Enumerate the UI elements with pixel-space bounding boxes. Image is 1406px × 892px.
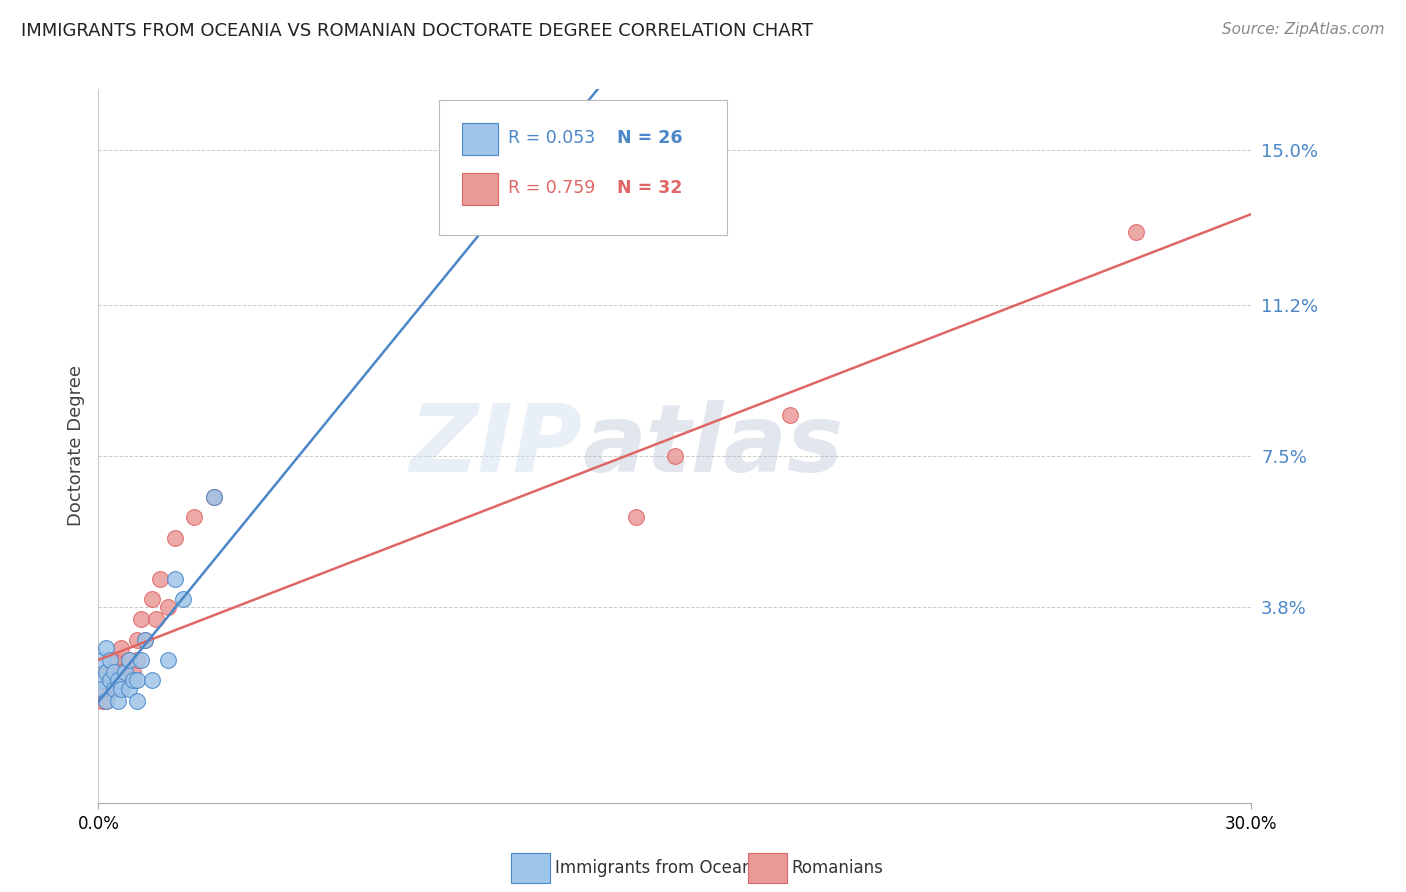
Point bbox=[103, 673, 125, 688]
Point bbox=[129, 653, 152, 667]
Text: ZIP: ZIP bbox=[409, 400, 582, 492]
Text: IMMIGRANTS FROM OCEANIA VS ROMANIAN DOCTORATE DEGREE CORRELATION CHART: IMMIGRANTS FROM OCEANIA VS ROMANIAN DOCT… bbox=[21, 22, 813, 40]
Point bbox=[91, 673, 114, 688]
Point bbox=[114, 673, 136, 688]
Point bbox=[107, 681, 129, 696]
FancyBboxPatch shape bbox=[748, 853, 787, 883]
Point bbox=[125, 694, 148, 708]
Point bbox=[202, 490, 225, 504]
Point bbox=[98, 673, 121, 688]
Point bbox=[110, 665, 132, 680]
Text: N = 26: N = 26 bbox=[617, 129, 683, 147]
Point bbox=[110, 640, 132, 655]
Point bbox=[165, 572, 187, 586]
Point bbox=[183, 510, 205, 524]
Point bbox=[141, 673, 163, 688]
Point bbox=[94, 665, 117, 680]
Point bbox=[91, 673, 114, 688]
Point bbox=[141, 591, 163, 606]
Point bbox=[626, 510, 648, 524]
Point bbox=[118, 653, 141, 667]
Point bbox=[103, 653, 125, 667]
Text: R = 0.053: R = 0.053 bbox=[508, 129, 595, 147]
Point bbox=[118, 681, 141, 696]
Point bbox=[110, 681, 132, 696]
Y-axis label: Doctorate Degree: Doctorate Degree bbox=[66, 366, 84, 526]
Point bbox=[149, 572, 172, 586]
Point bbox=[98, 673, 121, 688]
Text: Immigrants from Oceania: Immigrants from Oceania bbox=[555, 859, 768, 877]
Point bbox=[122, 673, 145, 688]
Point bbox=[107, 653, 129, 667]
Point bbox=[91, 653, 114, 667]
Point bbox=[156, 653, 179, 667]
Point bbox=[125, 673, 148, 688]
Point bbox=[94, 694, 117, 708]
Point bbox=[98, 653, 121, 667]
Text: Romanians: Romanians bbox=[792, 859, 883, 877]
Point bbox=[107, 673, 129, 688]
Point bbox=[156, 600, 179, 615]
Point bbox=[125, 632, 148, 647]
Point bbox=[129, 612, 152, 626]
Point bbox=[134, 632, 156, 647]
Point bbox=[145, 612, 167, 626]
Point bbox=[103, 665, 125, 680]
FancyBboxPatch shape bbox=[439, 100, 727, 235]
Point bbox=[664, 449, 686, 463]
Point bbox=[202, 490, 225, 504]
Point bbox=[103, 681, 125, 696]
Point bbox=[165, 531, 187, 545]
FancyBboxPatch shape bbox=[461, 123, 499, 155]
Point bbox=[172, 591, 194, 606]
Text: Source: ZipAtlas.com: Source: ZipAtlas.com bbox=[1222, 22, 1385, 37]
Point bbox=[1125, 225, 1147, 239]
Point bbox=[98, 665, 121, 680]
Text: N = 32: N = 32 bbox=[617, 179, 682, 197]
Point bbox=[91, 681, 114, 696]
Point bbox=[779, 409, 801, 423]
Point bbox=[94, 665, 117, 680]
Point bbox=[91, 694, 114, 708]
Point bbox=[94, 694, 117, 708]
Point bbox=[134, 632, 156, 647]
Point bbox=[94, 681, 117, 696]
FancyBboxPatch shape bbox=[461, 173, 499, 205]
FancyBboxPatch shape bbox=[512, 853, 550, 883]
Point bbox=[94, 640, 117, 655]
Point bbox=[98, 681, 121, 696]
Text: atlas: atlas bbox=[582, 400, 844, 492]
Point bbox=[122, 665, 145, 680]
Point bbox=[118, 653, 141, 667]
Point bbox=[114, 665, 136, 680]
Point bbox=[125, 653, 148, 667]
Point bbox=[107, 694, 129, 708]
Text: R = 0.759: R = 0.759 bbox=[508, 179, 595, 197]
